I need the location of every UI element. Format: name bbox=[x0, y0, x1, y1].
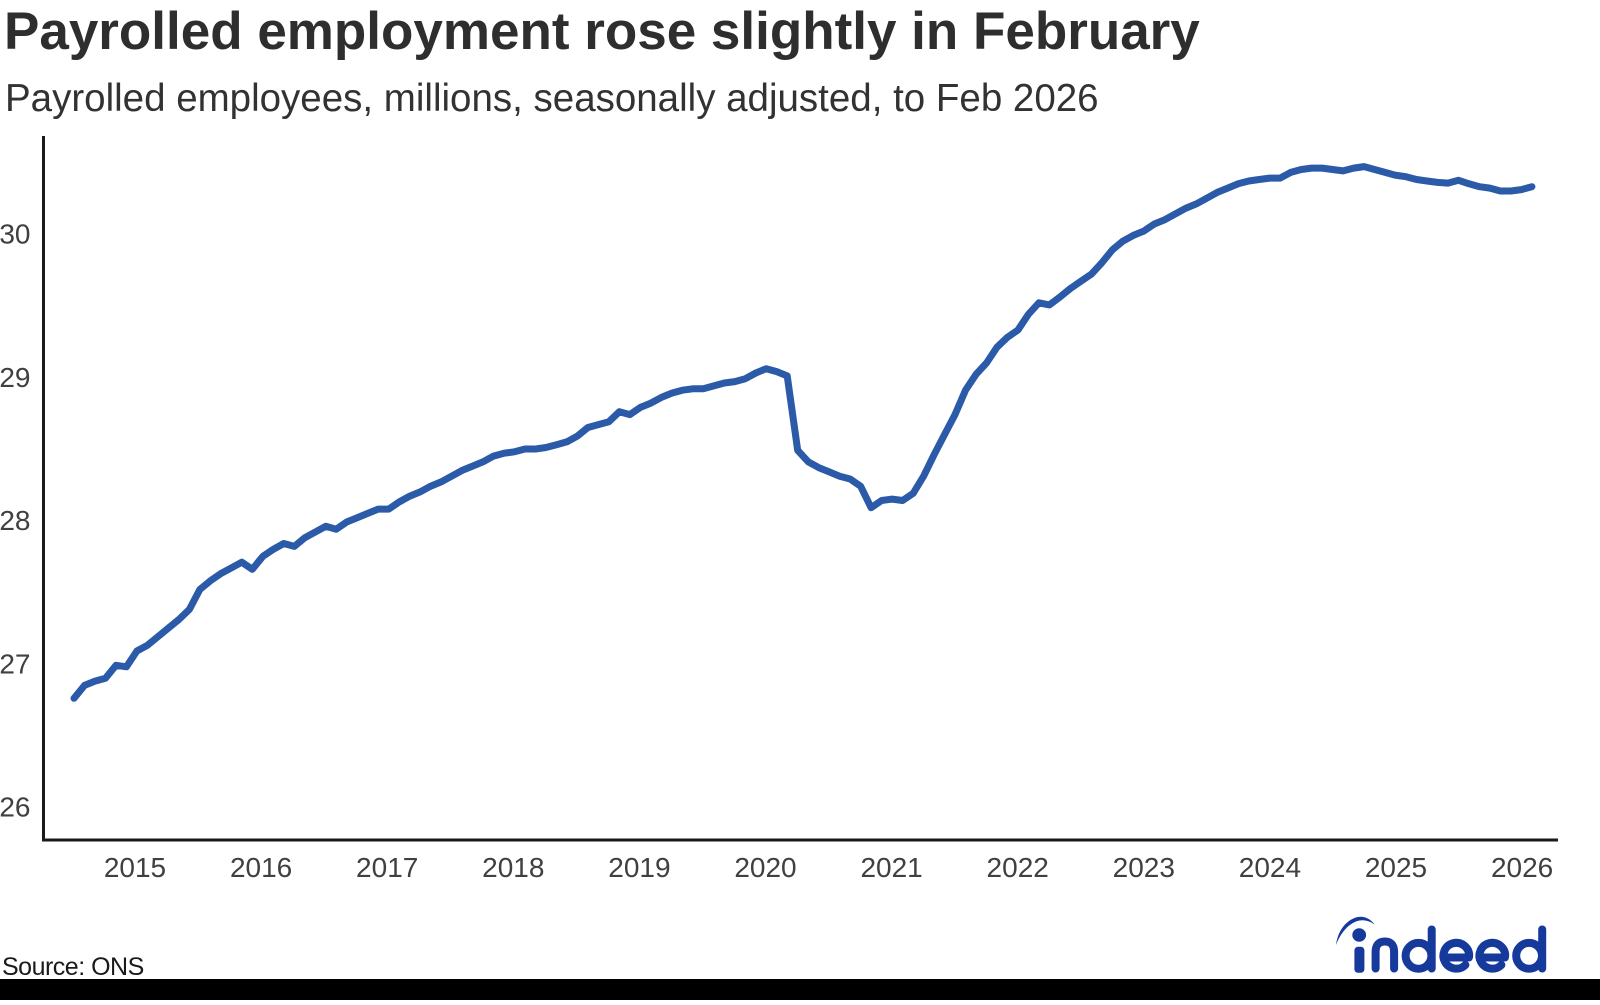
svg-text:Payrolled employees, millions,: Payrolled employees, millions, seasonall… bbox=[5, 77, 1099, 120]
svg-text:29: 29 bbox=[0, 362, 31, 393]
svg-text:2024: 2024 bbox=[1239, 852, 1301, 883]
svg-text:2020: 2020 bbox=[734, 852, 796, 883]
svg-text:26: 26 bbox=[0, 792, 31, 823]
svg-text:2017: 2017 bbox=[356, 852, 418, 883]
svg-text:Payrolled employment rose slig: Payrolled employment rose slightly in Fe… bbox=[4, 2, 1200, 61]
svg-text:Source: ONS: Source: ONS bbox=[2, 953, 144, 981]
svg-text:2025: 2025 bbox=[1365, 852, 1427, 883]
svg-text:2026: 2026 bbox=[1491, 852, 1553, 883]
svg-text:27: 27 bbox=[0, 648, 31, 679]
svg-text:30: 30 bbox=[0, 219, 31, 250]
svg-text:2023: 2023 bbox=[1113, 852, 1175, 883]
svg-text:2021: 2021 bbox=[860, 852, 922, 883]
svg-text:2016: 2016 bbox=[230, 852, 292, 883]
svg-text:28: 28 bbox=[0, 505, 31, 536]
svg-text:2022: 2022 bbox=[987, 852, 1049, 883]
svg-text:2015: 2015 bbox=[104, 852, 166, 883]
svg-text:2019: 2019 bbox=[608, 852, 670, 883]
svg-text:2018: 2018 bbox=[482, 852, 544, 883]
